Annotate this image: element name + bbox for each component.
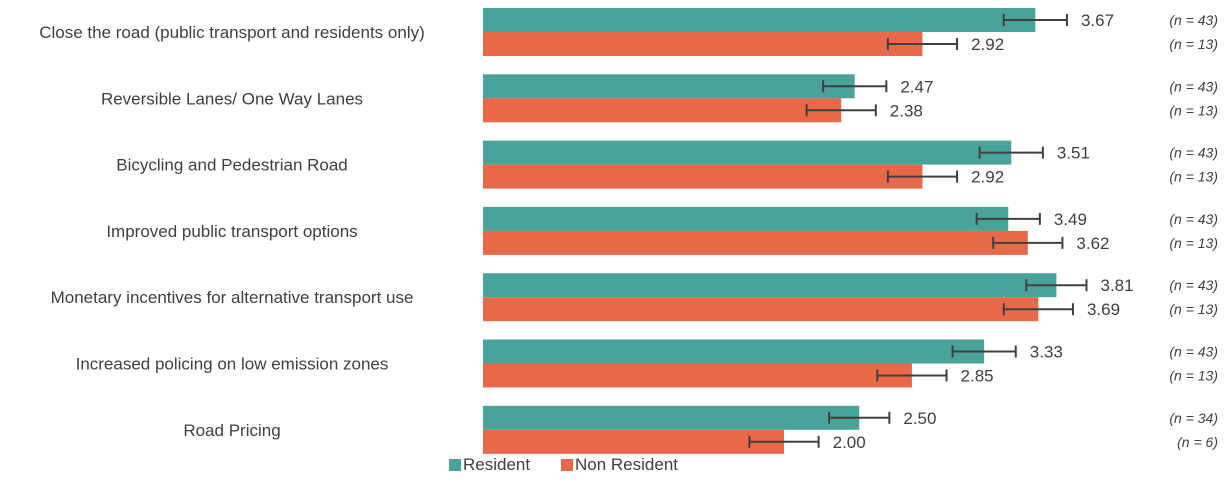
data-label: 2.38 [890,101,923,120]
bar-non-resident [483,363,912,388]
category-label: Improved public transport options [106,222,357,241]
data-label: 3.33 [1030,343,1063,362]
sample-size-label: (n = 34) [1169,410,1218,426]
legend-swatch-non-resident [561,459,573,471]
bar-resident [483,74,855,99]
legend-swatch-resident [449,459,461,471]
data-label: 3.51 [1057,144,1090,163]
data-label: 2.92 [971,168,1004,187]
sample-size-label: (n = 6) [1177,434,1218,450]
bar-non-resident [483,32,923,56]
data-label: 3.69 [1087,300,1120,319]
sample-size-label: (n = 13) [1169,235,1218,251]
data-label: 2.85 [961,367,994,386]
legend-label-resident: Resident [463,455,530,474]
category-label: Close the road (public transport and res… [39,23,425,42]
sample-size-label: (n = 43) [1169,211,1218,227]
sample-size-label: (n = 43) [1169,344,1218,360]
data-label: 2.00 [833,433,866,452]
sample-size-label: (n = 43) [1169,277,1218,293]
category-label: Bicycling and Pedestrian Road [116,156,348,175]
data-label: 3.49 [1054,210,1087,229]
bar-non-resident [483,164,923,189]
sample-size-label: (n = 13) [1169,102,1218,118]
bar-non-resident [483,429,784,454]
bar-resident [483,206,1009,231]
bar-resident [483,339,985,364]
sample-size-label: (n = 13) [1169,301,1218,317]
sample-size-label: (n = 43) [1169,78,1218,94]
category-label: Monetary incentives for alternative tran… [51,288,414,307]
data-label: 2.50 [903,409,936,428]
category-label: Reversible Lanes/ One Way Lanes [101,89,363,108]
sample-size-label: (n = 43) [1169,12,1218,28]
data-label: 3.81 [1101,276,1134,295]
bar-non-resident [483,98,842,123]
data-label: 3.67 [1081,11,1114,30]
data-label: 2.47 [900,77,933,96]
bar-non-resident [483,230,1028,255]
bar-non-resident [483,297,1039,322]
sample-size-label: (n = 43) [1169,145,1218,161]
bar-resident [483,273,1057,298]
bar-resident [483,405,860,430]
category-label: Increased policing on low emission zones [76,355,389,374]
bar-resident [483,140,1012,165]
data-label: 3.62 [1076,234,1109,253]
category-label: Road Pricing [183,421,280,440]
sample-size-label: (n = 13) [1169,169,1218,185]
legend-label-non-resident: Non Resident [575,455,678,474]
sample-size-label: (n = 13) [1169,36,1218,52]
bar-resident [483,8,1036,32]
sample-size-label: (n = 13) [1169,368,1218,384]
data-label: 2.92 [971,35,1004,54]
